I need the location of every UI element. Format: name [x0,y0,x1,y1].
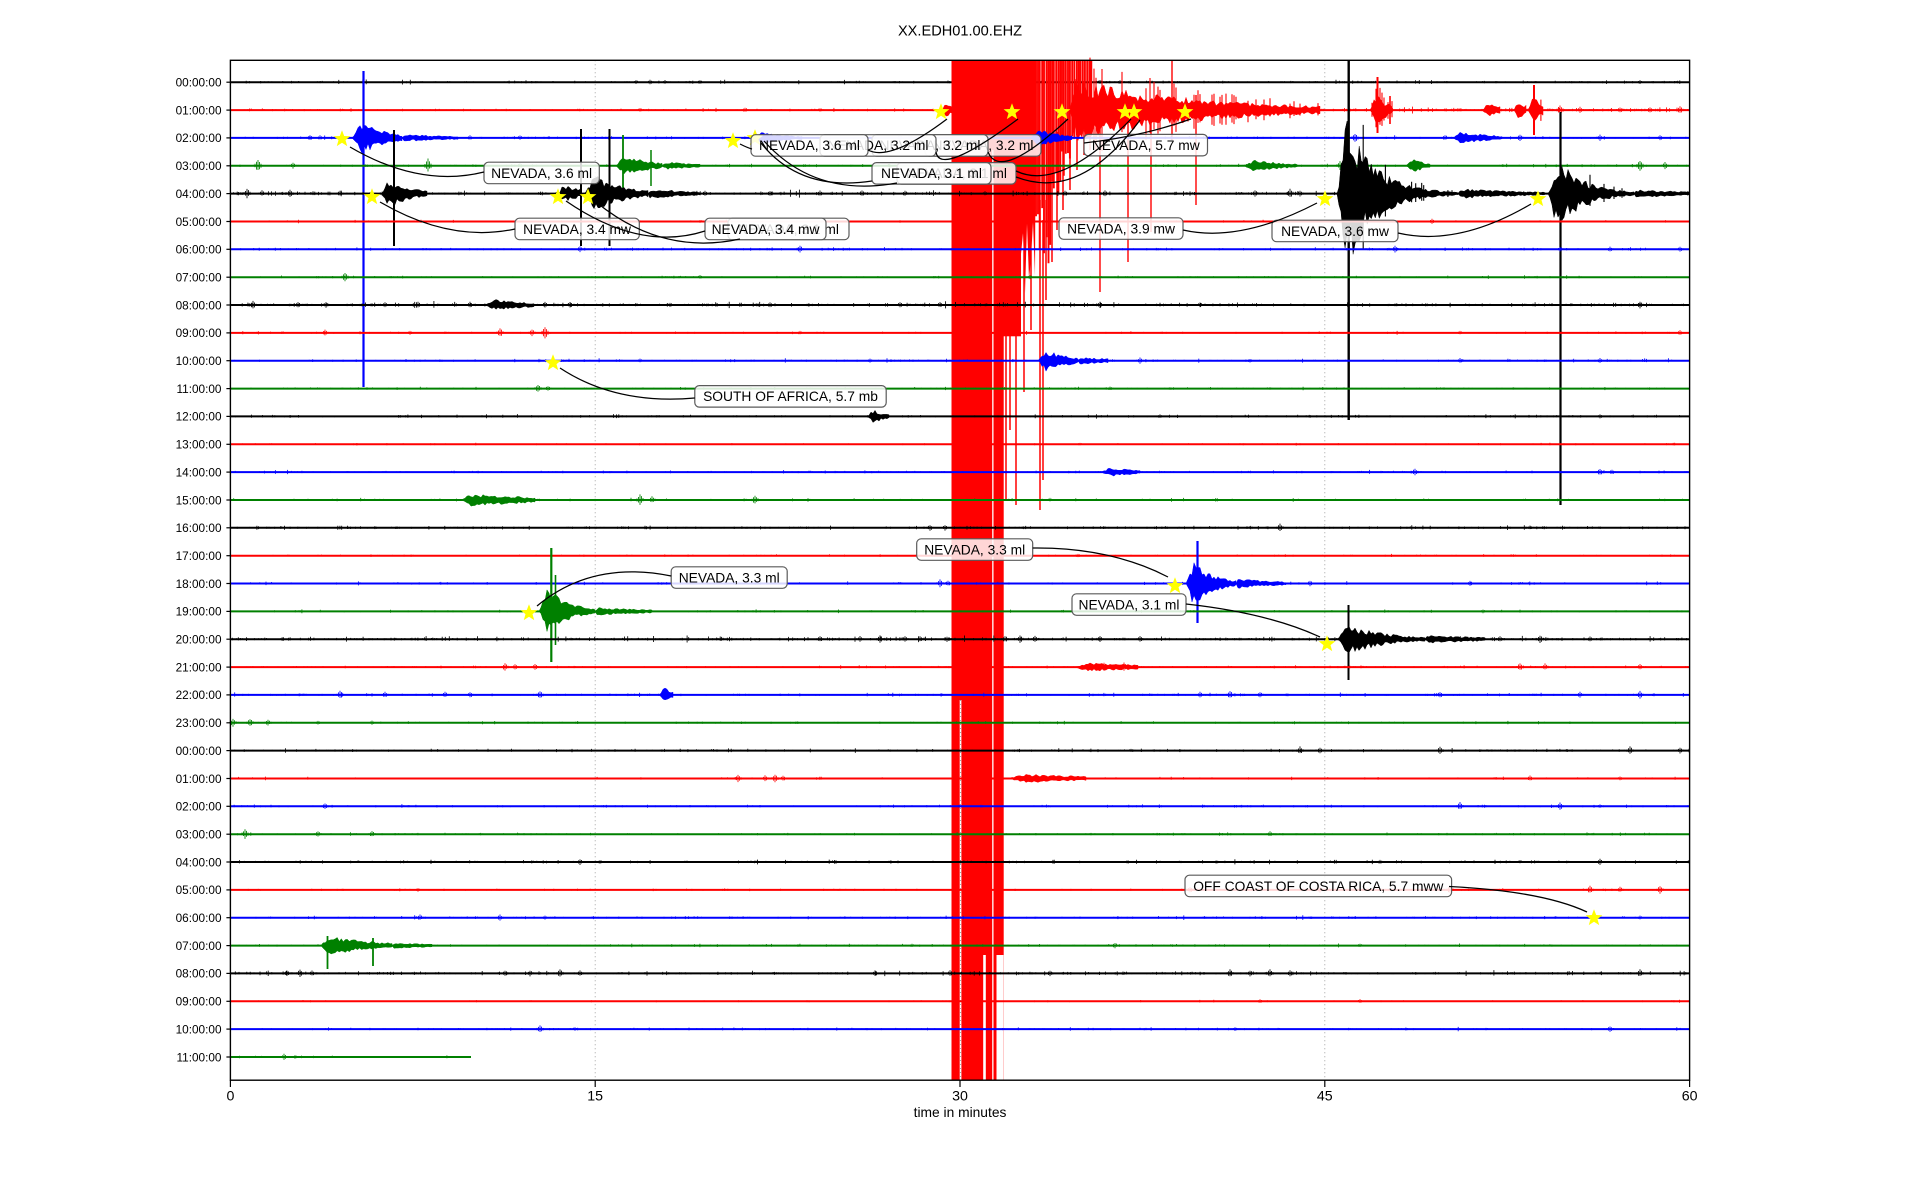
svg-text:15:00:00: 15:00:00 [176,493,222,507]
svg-text:22:00:00: 22:00:00 [176,688,222,702]
svg-text:OFF COAST OF COSTA RICA, 5.7 m: OFF COAST OF COSTA RICA, 5.7 mww [1193,879,1443,894]
svg-text:15: 15 [587,1089,603,1105]
svg-text:07:00:00: 07:00:00 [176,271,222,285]
svg-text:NEVADA, 3.3 ml: NEVADA, 3.3 ml [679,570,780,585]
svg-text:01:00:00: 01:00:00 [176,103,222,117]
svg-text:02:00:00: 02:00:00 [176,800,222,814]
svg-text:19:00:00: 19:00:00 [176,605,222,619]
svg-text:NEVADA, 3.6 ml: NEVADA, 3.6 ml [491,166,592,181]
svg-text:02:00:00: 02:00:00 [176,131,222,145]
svg-text:time in minutes: time in minutes [914,1105,1007,1120]
svg-text:NEVADA, 3.9 mw: NEVADA, 3.9 mw [1067,221,1175,236]
svg-text:08:00:00: 08:00:00 [176,298,222,312]
svg-text:11:00:00: 11:00:00 [176,382,221,396]
svg-text:23:00:00: 23:00:00 [176,716,222,730]
svg-text:NEVADA, 5.7 mw: NEVADA, 5.7 mw [1092,138,1200,153]
svg-text:16:00:00: 16:00:00 [176,521,222,535]
svg-text:00:00:00: 00:00:00 [176,76,222,90]
svg-text:10:00:00: 10:00:00 [176,1022,222,1036]
svg-text:18:00:00: 18:00:00 [176,577,222,591]
svg-text:NEVADA, 3.6 ml: NEVADA, 3.6 ml [759,138,860,153]
svg-text:09:00:00: 09:00:00 [176,326,222,340]
svg-text:NEVADA, 3.6 mw: NEVADA, 3.6 mw [1281,224,1389,239]
svg-text:21:00:00: 21:00:00 [176,660,222,674]
svg-text:04:00:00: 04:00:00 [176,855,222,869]
svg-text:45: 45 [1317,1089,1333,1105]
svg-text:20:00:00: 20:00:00 [176,633,222,647]
svg-text:NEVADA, 3.1 ml: NEVADA, 3.1 ml [1079,597,1180,612]
svg-text:60: 60 [1682,1089,1698,1105]
svg-text:09:00:00: 09:00:00 [176,995,222,1009]
svg-text:03:00:00: 03:00:00 [176,828,222,842]
svg-text:06:00:00: 06:00:00 [176,911,222,925]
svg-text:12:00:00: 12:00:00 [176,410,222,424]
svg-text:NEVADA, 3.3 ml: NEVADA, 3.3 ml [924,542,1025,557]
svg-text:0: 0 [226,1089,234,1105]
svg-text:11:00:00: 11:00:00 [176,1050,221,1064]
svg-text:SOUTH OF AFRICA, 5.7 mb: SOUTH OF AFRICA, 5.7 mb [703,389,878,404]
svg-text:XX.EDH01.00.EHZ: XX.EDH01.00.EHZ [898,24,1022,40]
svg-text:13:00:00: 13:00:00 [176,438,222,452]
svg-text:00:00:00: 00:00:00 [176,744,222,758]
svg-text:01:00:00: 01:00:00 [176,772,222,786]
svg-text:05:00:00: 05:00:00 [176,883,222,897]
svg-text:14:00:00: 14:00:00 [176,465,222,479]
svg-text:07:00:00: 07:00:00 [176,939,222,953]
svg-text:03:00:00: 03:00:00 [176,159,222,173]
svg-text:30: 30 [952,1089,968,1105]
svg-text:10:00:00: 10:00:00 [176,354,222,368]
svg-text:NEVADA, 3.4 mw: NEVADA, 3.4 mw [523,222,631,237]
svg-text:06:00:00: 06:00:00 [176,243,222,257]
svg-text:08:00:00: 08:00:00 [176,967,222,981]
svg-text:04:00:00: 04:00:00 [176,187,222,201]
svg-text:17:00:00: 17:00:00 [176,549,222,563]
svg-text:NEVADA, 3.1 ml: NEVADA, 3.1 ml [881,166,982,181]
svg-text:NEVADA, 3.4 mw: NEVADA, 3.4 mw [712,222,820,237]
svg-text:05:00:00: 05:00:00 [176,215,222,229]
